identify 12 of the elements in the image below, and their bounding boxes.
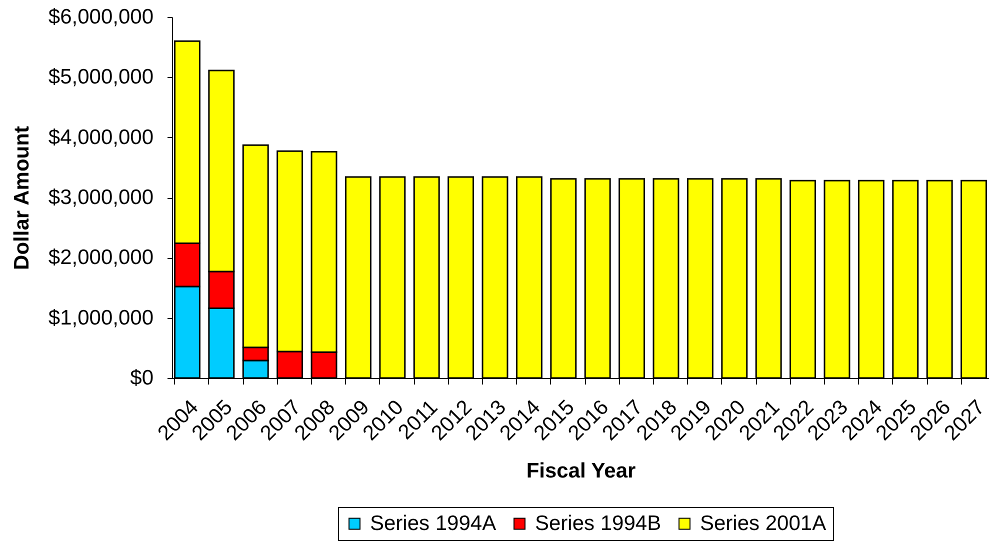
legend-label: Series 2001A bbox=[700, 512, 826, 535]
legend-label: Series 1994A bbox=[370, 512, 496, 535]
y-tick-label: $0 bbox=[130, 366, 154, 390]
y-tick-label: $4,000,000 bbox=[48, 126, 154, 149]
legend-label: Series 1994B bbox=[535, 512, 662, 535]
y-tick-label: $5,000,000 bbox=[48, 66, 154, 89]
y-axis-title: Dollar Amount bbox=[10, 126, 34, 270]
x-axis-title: Fiscal Year bbox=[526, 459, 636, 482]
y-tick-label: $1,000,000 bbox=[48, 306, 154, 330]
y-tick-label: $6,000,000 bbox=[48, 6, 154, 28]
y-tick-label: $2,000,000 bbox=[48, 246, 154, 270]
y-tick-label: $3,000,000 bbox=[48, 186, 154, 209]
